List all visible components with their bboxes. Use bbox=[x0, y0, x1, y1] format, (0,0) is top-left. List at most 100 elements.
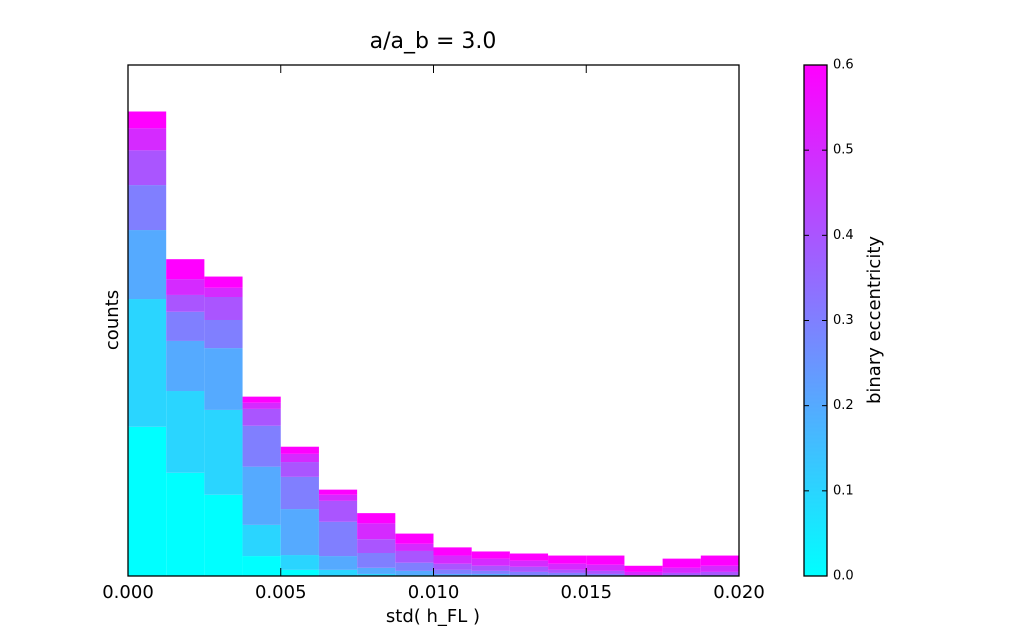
x-tick-label: 0.010 bbox=[408, 582, 460, 603]
histogram-bar bbox=[548, 555, 587, 564]
histogram-bar bbox=[509, 566, 549, 572]
histogram-bar bbox=[509, 571, 549, 575]
histogram-bar bbox=[166, 472, 205, 576]
histogram-bar bbox=[357, 513, 396, 524]
histogram-bar bbox=[128, 185, 167, 231]
histogram-bar bbox=[166, 279, 205, 295]
histogram-bar bbox=[395, 570, 434, 575]
histogram-bar bbox=[166, 340, 205, 392]
histogram-bar bbox=[128, 426, 167, 576]
histogram-bar bbox=[586, 573, 625, 576]
colorbar-tick-label: 0.2 bbox=[833, 398, 854, 413]
histogram-bar bbox=[509, 560, 549, 567]
histogram-bar bbox=[280, 446, 319, 454]
histogram-bar bbox=[700, 565, 739, 572]
colorbar-tick-label: 0.3 bbox=[833, 313, 854, 328]
histogram-bar bbox=[166, 294, 205, 312]
histogram-bar bbox=[357, 553, 396, 568]
histogram-bar bbox=[662, 558, 701, 568]
histogram-bar bbox=[242, 425, 281, 467]
histogram-bar bbox=[204, 276, 243, 288]
histogram-bar bbox=[318, 489, 358, 495]
histogram-bar bbox=[586, 555, 625, 565]
histogram-bar bbox=[242, 466, 281, 525]
histogram-bar bbox=[242, 396, 281, 403]
histogram-bar bbox=[471, 570, 510, 574]
colorbar-label: binary eccentricity bbox=[864, 236, 885, 404]
histogram-bar bbox=[471, 573, 510, 576]
histogram-bar bbox=[242, 408, 281, 426]
histogram-bar bbox=[586, 570, 625, 574]
histogram-bar bbox=[280, 476, 319, 510]
histogram-bar bbox=[433, 563, 472, 570]
histogram-bar bbox=[128, 299, 167, 427]
histogram-bar bbox=[128, 111, 167, 129]
histogram-bar bbox=[548, 569, 587, 573]
histogram-bar bbox=[433, 573, 472, 576]
x-tick-label: 0.000 bbox=[102, 582, 154, 603]
colorbar-tick-label: 0.6 bbox=[833, 58, 854, 73]
histogram-bar bbox=[128, 230, 167, 300]
histogram-bar bbox=[662, 567, 701, 573]
histogram-bar bbox=[204, 494, 243, 576]
histogram-bar bbox=[471, 565, 510, 571]
histogram-bar bbox=[586, 564, 625, 571]
histogram-bar bbox=[204, 348, 243, 410]
histogram-bar bbox=[700, 555, 739, 566]
histogram-bar bbox=[318, 500, 358, 522]
histogram-bar bbox=[624, 565, 663, 572]
histogram-bar bbox=[280, 462, 319, 477]
histogram-bar bbox=[624, 571, 663, 575]
histogram-bar bbox=[242, 556, 281, 576]
chart-title: a/a_b = 3.0 bbox=[370, 29, 497, 54]
histogram-bar bbox=[357, 573, 396, 576]
histogram-bar bbox=[471, 551, 510, 559]
histogram-bar bbox=[318, 556, 358, 570]
histogram-bar bbox=[128, 150, 167, 186]
histogram-bar bbox=[166, 259, 205, 280]
histogram-bar bbox=[166, 311, 205, 341]
histogram-bar bbox=[204, 409, 243, 495]
x-axis-label: std( h_FL ) bbox=[386, 606, 480, 627]
colorbar-tick-label: 0.1 bbox=[833, 483, 854, 498]
histogram-bar bbox=[318, 494, 358, 501]
histogram-bar bbox=[204, 296, 243, 320]
histogram-bar bbox=[509, 553, 549, 561]
histogram-bar bbox=[204, 287, 243, 297]
colorbar-tick-label: 0.4 bbox=[833, 228, 854, 243]
histogram-bar bbox=[700, 571, 739, 575]
histogram-bar bbox=[318, 569, 358, 576]
histogram-bar bbox=[471, 558, 510, 566]
histogram-bar bbox=[357, 539, 396, 554]
colorbar-tick-label: 0.0 bbox=[833, 569, 854, 584]
histogram-bar bbox=[318, 521, 358, 557]
histogram-bar bbox=[128, 128, 167, 151]
x-tick-label: 0.005 bbox=[255, 582, 307, 603]
histogram-bar bbox=[395, 562, 434, 571]
x-tick-label: 0.015 bbox=[560, 582, 612, 603]
histogram-bar bbox=[395, 550, 434, 563]
histogram-bar bbox=[242, 524, 281, 557]
histogram-bar bbox=[242, 402, 281, 409]
histogram-bar bbox=[357, 567, 396, 574]
plot-area: 0.000 0.005 0.010 0.015 0.020 bbox=[102, 64, 765, 603]
histogram-bar bbox=[280, 509, 319, 556]
y-axis-label: counts bbox=[102, 290, 123, 350]
histogram-bar bbox=[357, 523, 396, 540]
histogram-bar bbox=[433, 555, 472, 564]
colorbar-tick-label: 0.5 bbox=[833, 143, 854, 158]
histogram-bar bbox=[280, 555, 319, 570]
histogram-bar bbox=[548, 572, 587, 575]
x-tick-label: 0.020 bbox=[713, 582, 765, 603]
histogram-bar bbox=[166, 391, 205, 473]
histogram-bar bbox=[395, 533, 434, 544]
histogram-bar bbox=[204, 319, 243, 349]
histogram-bar bbox=[662, 572, 701, 575]
histogram-bar bbox=[280, 569, 319, 576]
histogram-bar bbox=[433, 547, 472, 556]
histogram-bar bbox=[433, 569, 472, 574]
histogram-bar bbox=[548, 563, 587, 570]
histogram-bar bbox=[395, 543, 434, 551]
histogram-bar bbox=[280, 453, 319, 463]
